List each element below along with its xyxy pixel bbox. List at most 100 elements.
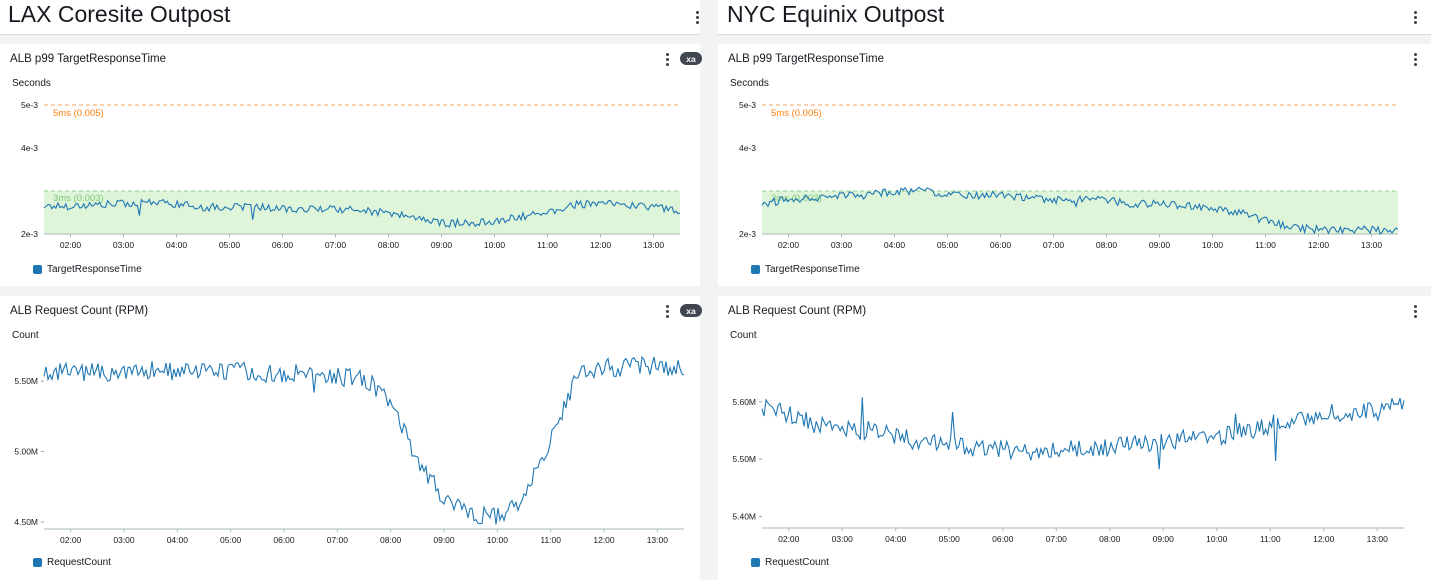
x-tick-label: 13:00	[1361, 240, 1383, 250]
x-tick-label: 11:00	[540, 535, 561, 545]
widget-actions-menu-icon[interactable]	[660, 302, 674, 320]
widget-nyc-latency: ALB p99 TargetResponseTime Seconds 5ms (…	[718, 44, 1431, 286]
y-axis-unit-label: Count	[12, 330, 39, 341]
x-tick-label: 11:00	[1255, 240, 1276, 250]
x-tick-label: 08:00	[1099, 534, 1121, 544]
legend-label: RequestCount	[47, 557, 111, 568]
x-tick-label: 05:00	[937, 240, 959, 250]
legend-label: TargetResponseTime	[765, 264, 860, 275]
x-tick-label: 05:00	[219, 240, 241, 250]
y-axis-unit-label: Count	[730, 330, 757, 341]
x-tick-label: 12:00	[593, 535, 615, 545]
x-tick-label: 10:00	[487, 535, 509, 545]
x-tick-label: 06:00	[272, 240, 294, 250]
series-line-TargetResponseTime	[43, 198, 681, 229]
legend-item[interactable]: TargetResponseTime	[33, 264, 142, 275]
section-header-lax: LAX Coresite Outpost	[0, 0, 700, 35]
series-line-RequestCount	[761, 397, 1405, 470]
x-tick-label: 02:00	[778, 534, 800, 544]
latency-chart: 5ms (0.005)3ms (0.003)5e-34e-32e-302:00 0…	[739, 100, 1399, 250]
y-axis-unit-label: Seconds	[730, 78, 769, 89]
x-tick-label: 02:00	[60, 535, 82, 545]
request-count-chart: 5.60M 5.50M 5.40M 02:00 03:00 04:00 05:00 06:00…	[732, 397, 1405, 544]
x-tick-label: 03:00	[832, 534, 854, 544]
x-tick-label: 06:00	[273, 535, 295, 545]
x-tick-label: 10:00	[1206, 534, 1228, 544]
y-tick-label: 5.50M	[732, 454, 756, 464]
latency-chart: 5ms (0.005)3ms (0.003)5e-34e-32e-302:00 0…	[21, 100, 681, 250]
section-header-nyc: NYC Equinix Outpost	[718, 0, 1431, 35]
section-title: LAX Coresite Outpost	[8, 1, 231, 27]
x-tick-label: 04:00	[167, 535, 189, 545]
x-tick-label: 05:00	[220, 535, 242, 545]
widget-title: ALB p99 TargetResponseTime	[728, 53, 884, 65]
threshold-low-label: 3ms (0.003)	[53, 193, 104, 204]
section-title: NYC Equinix Outpost	[727, 1, 945, 27]
y-tick-label: 4e-3	[21, 143, 38, 153]
x-tick-label: 06:00	[990, 240, 1012, 250]
x-tick-label: 13:00	[643, 240, 665, 250]
section-actions-menu-icon[interactable]	[1408, 8, 1422, 26]
x-tick-label: 09:00	[431, 240, 453, 250]
x-tick-label: 10:00	[484, 240, 506, 250]
x-tick-label: 07:00	[325, 240, 347, 250]
request-count-chart: 5.50M 5.00M 4.50M 02:00 03:00 04:00 05:00 06:00…	[14, 355, 685, 545]
x-tick-label: 13:00	[1367, 534, 1389, 544]
x-tick-label: 08:00	[378, 240, 400, 250]
x-tick-label: 12:00	[1313, 534, 1335, 544]
x-tick-label: 11:00	[1260, 534, 1281, 544]
x-tick-label: 09:00	[433, 535, 455, 545]
x-tick-label: 13:00	[647, 535, 669, 545]
y-tick-label: 5.40M	[732, 512, 756, 522]
legend-label: TargetResponseTime	[47, 264, 142, 275]
x-tick-label: 08:00	[380, 535, 402, 545]
xa-badge[interactable]: xa	[680, 304, 702, 317]
x-tick-label: 06:00	[992, 534, 1014, 544]
x-tick-label: 08:00	[1096, 240, 1118, 250]
x-tick-label: 09:00	[1153, 534, 1175, 544]
series-line-TargetResponseTime	[761, 186, 1399, 235]
widget-title: ALB Request Count (RPM)	[728, 305, 867, 317]
threshold-band	[44, 191, 680, 234]
xa-badge[interactable]: xa	[680, 52, 702, 65]
series-line-RequestCount	[43, 355, 685, 525]
y-tick-label: 5.50M	[14, 376, 38, 386]
section-actions-menu-icon[interactable]	[690, 8, 704, 26]
x-tick-label: 07:00	[1043, 240, 1065, 250]
widget-lax-requests: ALB Request Count (RPM) xa Count 5.50M 5.…	[0, 296, 702, 580]
y-tick-label: 5e-3	[739, 100, 756, 110]
y-tick-label: 5e-3	[21, 100, 38, 110]
x-tick-label: 04:00	[885, 534, 907, 544]
legend-item[interactable]: TargetResponseTime	[751, 264, 860, 275]
widget-title: ALB Request Count (RPM)	[10, 305, 149, 317]
x-tick-label: 02:00	[778, 240, 800, 250]
widget-nyc-requests: ALB Request Count (RPM) Count 5.60M 5.50M…	[718, 296, 1431, 580]
x-tick-label: 03:00	[113, 240, 135, 250]
x-tick-label: 05:00	[939, 534, 961, 544]
x-tick-label: 10:00	[1202, 240, 1224, 250]
x-tick-label: 07:00	[327, 535, 349, 545]
y-tick-label: 4.50M	[14, 517, 38, 527]
y-tick-label: 5.60M	[732, 397, 756, 407]
widget-actions-menu-icon[interactable]	[1408, 50, 1422, 68]
legend-item[interactable]: RequestCount	[751, 557, 829, 568]
legend-item[interactable]: RequestCount	[33, 557, 111, 568]
y-tick-label: 2e-3	[21, 229, 38, 239]
y-tick-label: 5.00M	[14, 447, 38, 457]
widget-actions-menu-icon[interactable]	[660, 50, 674, 68]
widget-title: ALB p99 TargetResponseTime	[10, 53, 166, 65]
legend-swatch	[751, 558, 760, 567]
y-tick-label: 2e-3	[739, 229, 756, 239]
x-tick-label: 02:00	[60, 240, 82, 250]
section-lax: LAX Coresite Outpost ALB p99 TargetRespo…	[0, 0, 702, 580]
x-tick-label: 12:00	[590, 240, 612, 250]
x-tick-label: 11:00	[537, 240, 558, 250]
legend-swatch	[33, 558, 42, 567]
section-nyc: NYC Equinix Outpost ALB p99 TargetRespon…	[718, 0, 1431, 580]
widget-actions-menu-icon[interactable]	[1408, 302, 1422, 320]
x-tick-label: 12:00	[1308, 240, 1330, 250]
legend-label: RequestCount	[765, 557, 829, 568]
x-tick-label: 03:00	[113, 535, 135, 545]
x-tick-label: 03:00	[831, 240, 853, 250]
widget-lax-latency: ALB p99 TargetResponseTime xa Seconds 5m…	[0, 44, 702, 286]
